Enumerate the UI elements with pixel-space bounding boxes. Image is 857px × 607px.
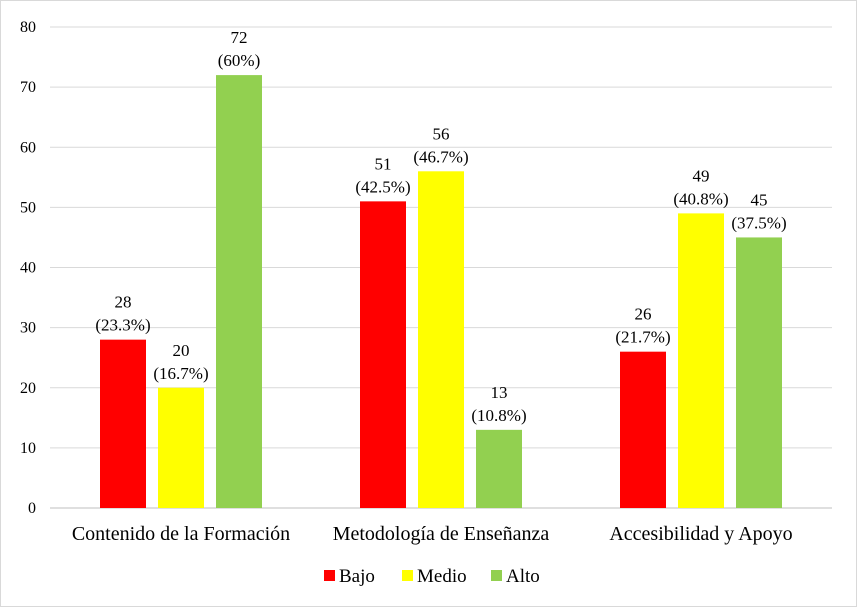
data-label-value: 72: [231, 28, 248, 47]
bar-medio: [158, 387, 204, 508]
y-tick-label: 10: [20, 440, 36, 457]
data-label-value: 49: [693, 166, 710, 185]
bar-bajo: [360, 201, 406, 509]
data-label-value: 13: [491, 383, 508, 402]
y-tick-label: 20: [20, 380, 36, 397]
data-label-value: 28: [115, 293, 132, 312]
data-label-percent: (42.5%): [355, 177, 410, 196]
x-category-label: Contenido de la Formación: [72, 523, 290, 545]
data-label-percent: (16.7%): [153, 364, 208, 383]
data-label-value: 26: [635, 305, 652, 324]
y-tick-label: 70: [20, 79, 36, 96]
data-label-percent: (21.7%): [615, 328, 670, 347]
bar-bajo: [620, 351, 666, 508]
data-label-value: 51: [375, 154, 392, 173]
bar-alto: [476, 429, 522, 508]
bar-bajo: [100, 339, 146, 508]
data-label-percent: (60%): [218, 51, 260, 70]
y-tick-label: 80: [20, 19, 36, 36]
legend-label: Medio: [417, 566, 467, 587]
data-label-percent: (23.3%): [95, 316, 150, 335]
data-label-percent: (37.5%): [731, 213, 786, 232]
legend-swatch-alto: [491, 570, 502, 581]
y-tick-label: 30: [20, 320, 36, 337]
legend-swatch-medio: [402, 570, 413, 581]
legend-label: Alto: [506, 566, 540, 587]
legend-swatch-bajo: [324, 570, 335, 581]
bar-medio: [678, 213, 724, 508]
x-category-label: Accesibilidad y Apoyo: [609, 523, 792, 545]
bar-medio: [418, 171, 464, 509]
legend-label: Bajo: [339, 566, 375, 587]
data-label-percent: (46.7%): [413, 147, 468, 166]
y-tick-label: 50: [20, 199, 36, 216]
data-label-percent: (10.8%): [471, 406, 526, 425]
data-label-value: 45: [751, 190, 768, 209]
x-category-label: Metodología de Enseñanza: [333, 523, 550, 545]
data-label-value: 56: [433, 124, 450, 143]
y-tick-label: 60: [20, 139, 36, 156]
data-label-percent: (40.8%): [673, 189, 728, 208]
y-tick-label: 0: [28, 500, 36, 517]
bar-alto: [216, 75, 262, 508]
data-label-value: 20: [173, 341, 190, 360]
bar-alto: [736, 237, 782, 508]
y-tick-label: 40: [20, 260, 36, 277]
